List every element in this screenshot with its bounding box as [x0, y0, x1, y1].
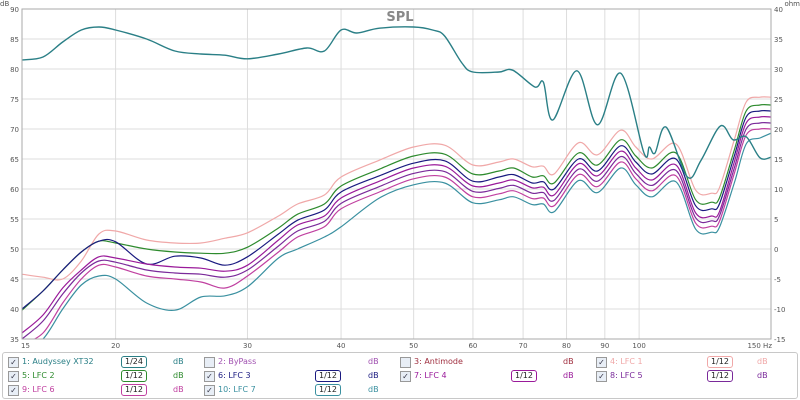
legend-item: 3: Antimode dB — [400, 355, 595, 369]
series-line-5-lfc-2 — [22, 103, 771, 311]
legend-unit: dB — [757, 357, 768, 366]
legend-unit: dB — [563, 357, 574, 366]
legend-checkbox[interactable] — [400, 357, 411, 368]
smoothing-badge[interactable]: 1/24 — [121, 356, 147, 368]
y-tick-label: 35 — [10, 336, 19, 344]
series-line-4-lfc-1 — [22, 96, 771, 281]
y2-tick-label: 30 — [774, 66, 783, 74]
legend-item: ✓ 1: Audyssey XT32 1/24 dB — [8, 355, 203, 369]
legend-item: 2: ByPass dB — [204, 355, 399, 369]
y2-tick-label: -15 — [774, 336, 785, 344]
x-tick-label: 60 — [468, 342, 477, 350]
x-tick-label: 20 — [111, 342, 120, 350]
legend-checkbox[interactable]: ✓ — [596, 371, 607, 382]
x-tick-label: 100 — [632, 342, 645, 350]
x-tick-label: 40 — [337, 342, 346, 350]
legend-label[interactable]: 4: LFC 1 — [610, 357, 643, 366]
series-line-9-lfc-6 — [33, 127, 771, 339]
y-tick-label: 40 — [10, 306, 19, 314]
legend-item: ✓ 9: LFC 6 1/12 dB — [8, 383, 203, 397]
legend-label[interactable]: 6: LFC 3 — [218, 371, 251, 380]
x-tick-label: 70 — [519, 342, 528, 350]
y-tick-label: 90 — [10, 6, 19, 14]
x-tick-label: 80 — [562, 342, 571, 350]
legend-unit: dB — [757, 371, 768, 380]
legend-item: ✓ 8: LFC 5 1/12 dB — [596, 369, 791, 383]
series-line-7-lfc-4 — [22, 115, 771, 334]
legend-unit: dB — [173, 357, 184, 366]
y2-tick-label: 40 — [774, 6, 783, 14]
plot-frame — [21, 8, 772, 340]
y-tick-label: 50 — [10, 246, 19, 254]
y-tick-label: 60 — [10, 186, 19, 194]
legend-unit: dB — [173, 385, 184, 394]
legend-checkbox[interactable] — [204, 357, 215, 368]
y2-tick-label: 10 — [774, 186, 783, 194]
series-line-8-lfc-5 — [22, 121, 771, 339]
legend-checkbox[interactable]: ✓ — [8, 371, 19, 382]
smoothing-badge[interactable]: 1/12 — [511, 370, 537, 382]
y2-tick-label: 0 — [774, 246, 778, 254]
legend-label[interactable]: 2: ByPass — [218, 357, 257, 366]
y2-tick-label: 35 — [774, 36, 783, 44]
smoothing-badge[interactable]: 1/12 — [121, 370, 147, 382]
legend-label[interactable]: 8: LFC 5 — [610, 371, 643, 380]
y-tick-label: 75 — [10, 96, 19, 104]
legend-checkbox[interactable]: ✓ — [400, 371, 411, 382]
legend-checkbox[interactable]: ✓ — [8, 385, 19, 396]
x-tick-label: 15 — [21, 342, 30, 350]
y2-axis-unit: ohm — [784, 0, 800, 8]
legend-checkbox[interactable]: ✓ — [596, 357, 607, 368]
y-tick-label: 65 — [10, 156, 19, 164]
legend-unit: dB — [368, 385, 379, 394]
y-tick-label: 55 — [10, 216, 19, 224]
legend-item: ✓ 4: LFC 1 1/12 dB — [596, 355, 791, 369]
legend-item: ✓ 10: LFC 7 1/12 dB — [204, 383, 399, 397]
legend-unit: dB — [173, 371, 184, 380]
y2-tick-label: -5 — [774, 276, 781, 284]
smoothing-badge[interactable]: 1/12 — [315, 384, 341, 396]
legend-checkbox[interactable]: ✓ — [204, 371, 215, 382]
smoothing-badge[interactable]: 1/12 — [315, 370, 341, 382]
curves — [22, 26, 771, 339]
x-tick-label: 90 — [600, 342, 609, 350]
legend-label[interactable]: 5: LFC 2 — [22, 371, 55, 380]
x-tick-label: 150 Hz — [747, 342, 772, 350]
y2-tick-label: 25 — [774, 96, 783, 104]
y2-tick-label: -10 — [774, 306, 785, 314]
legend-unit: dB — [368, 357, 379, 366]
smoothing-badge[interactable]: 1/12 — [121, 384, 147, 396]
x-tick-label: 30 — [243, 342, 252, 350]
legend-label[interactable]: 1: Audyssey XT32 — [22, 357, 94, 366]
legend-checkbox[interactable]: ✓ — [8, 357, 19, 368]
y-tick-label: 85 — [10, 36, 19, 44]
y2-tick-label: 5 — [774, 216, 778, 224]
legend-unit: dB — [368, 371, 379, 380]
y-tick-label: 70 — [10, 126, 19, 134]
legend: ✓ 1: Audyssey XT32 1/24 dB 2: ByPass dB 3: Ant… — [2, 352, 798, 399]
y2-tick-label: 20 — [774, 126, 783, 134]
x-tick-label: 50 — [409, 342, 418, 350]
legend-label[interactable]: 7: LFC 4 — [414, 371, 447, 380]
legend-label[interactable]: 9: LFC 6 — [22, 385, 55, 394]
series-line-1-audyssey-xt32 — [22, 26, 771, 179]
legend-item: ✓ 6: LFC 3 1/12 dB — [204, 369, 399, 383]
y2-tick-label: 15 — [774, 156, 783, 164]
series-line-10-lfc-7 — [42, 132, 771, 339]
legend-item: ✓ 7: LFC 4 1/12 dB — [400, 369, 595, 383]
legend-label[interactable]: 10: LFC 7 — [218, 385, 256, 394]
smoothing-badge[interactable]: 1/12 — [707, 356, 733, 368]
legend-unit: dB — [563, 371, 574, 380]
y-axis-unit: dB — [0, 0, 9, 8]
legend-item: ✓ 5: LFC 2 1/12 dB — [8, 369, 203, 383]
smoothing-badge[interactable]: 1/12 — [707, 370, 733, 382]
chart-title: SPL — [386, 10, 413, 25]
y-tick-label: 45 — [10, 276, 19, 284]
legend-checkbox[interactable]: ✓ — [204, 385, 215, 396]
y-tick-label: 80 — [10, 66, 19, 74]
legend-label[interactable]: 3: Antimode — [414, 357, 463, 366]
